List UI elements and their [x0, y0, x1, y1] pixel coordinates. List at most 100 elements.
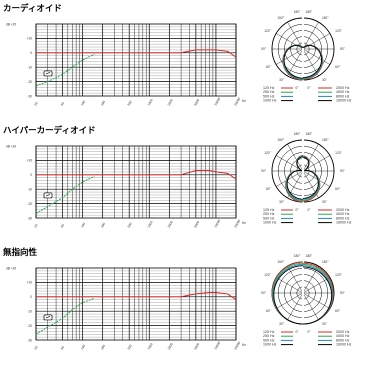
x-tick-label: 500 — [127, 344, 133, 351]
polar-angle-label: 60° — [266, 65, 272, 69]
series-line-1 — [35, 53, 95, 87]
legend-left-label: 1000 Hz — [263, 343, 277, 347]
y-tick-label: -30 — [27, 338, 32, 342]
series-line-0 — [36, 169, 237, 180]
legend-right-label: 4000 Hz — [336, 90, 350, 94]
y-tick-label: dB +20 — [6, 144, 16, 148]
polar-angle-label: 60° — [335, 309, 341, 313]
y-tick-label: dB +20 — [6, 22, 16, 26]
x-tick-label: 100 — [80, 100, 86, 107]
polar-angle-label: 30° — [322, 78, 328, 82]
polar-angle-label: 30° — [279, 78, 285, 82]
x-tick-label: 20000 — [233, 341, 241, 351]
x-tick-label: 2000 — [167, 98, 174, 106]
legend-left-label: 125 Hz — [263, 86, 275, 90]
polar-angle-label: 60° — [335, 187, 341, 191]
x-tick-label: 10000 — [213, 219, 221, 229]
polar-plot: 180° 180° 150° 150° 120° 120° 90° 90° 60° 60° 30° 3… — [261, 132, 351, 225]
x-unit-label: Hz — [242, 221, 246, 225]
polar-pattern-curve — [283, 44, 304, 79]
x-tick-label: 10000 — [213, 341, 221, 351]
polar-angle-label: 150° — [322, 138, 329, 142]
x-tick-label: 100 — [80, 222, 86, 229]
legend-left-label: 500 Hz — [263, 94, 275, 98]
polar-pattern-curve — [286, 156, 304, 200]
y-tick-label: -10 — [27, 188, 32, 192]
polar-angle-label: 30° — [279, 322, 285, 326]
polar-angle-label: 120° — [335, 273, 342, 277]
legend-right-label: 2000 Hz — [336, 330, 350, 334]
graph-frame — [35, 23, 237, 97]
polar-angle-label: 150° — [277, 138, 284, 142]
legend-right-label: 8000 Hz — [336, 338, 350, 342]
x-tick-label: 20000 — [233, 97, 241, 107]
polar-angle-label: 180° — [306, 132, 313, 136]
graph-frame — [35, 267, 237, 341]
section-title: カーディオイド — [3, 3, 62, 14]
polar-angle-label: 180° — [306, 10, 313, 14]
y-tick-label: dB +20 — [6, 266, 16, 270]
y-tick-label: 0 — [30, 51, 32, 55]
polar-angle-label: 120° — [264, 29, 271, 33]
polar-angle-label: 0° — [307, 330, 311, 334]
y-tick-label: +10 — [27, 281, 33, 285]
polar-angle-label: 180° — [294, 254, 301, 258]
series-line-0 — [36, 49, 237, 58]
y-tick-label: -10 — [27, 310, 32, 314]
legend-right-label: 2000 Hz — [336, 208, 350, 212]
x-tick-label: 5000 — [193, 342, 200, 350]
polar-pattern-curve — [273, 265, 304, 325]
polar-angle-label: 150° — [322, 16, 329, 20]
series-line-1 — [35, 175, 95, 215]
polar-angle-label: 120° — [264, 273, 271, 277]
legend-left-label: 500 Hz — [263, 216, 275, 220]
legend-left-label: 1000 Hz — [263, 99, 277, 103]
x-tick-label: 50 — [60, 223, 65, 228]
x-tick-label: 200 — [100, 344, 106, 351]
polar-angle-label: 30° — [322, 200, 328, 204]
x-tick-label: 20000 — [233, 219, 241, 229]
x-tick-label: 100 — [80, 344, 86, 351]
y-tick-label: 0 — [30, 295, 32, 299]
polar-angle-label: 90° — [340, 291, 346, 295]
switch-icon-mark — [45, 72, 51, 75]
polar-angle-label: 0° — [307, 86, 311, 90]
polar-angle-label: 150° — [322, 260, 329, 264]
switch-icon-mark — [45, 316, 51, 319]
x-tick-label: 500 — [127, 222, 133, 229]
polar-angle-label: 120° — [335, 29, 342, 33]
polar-pattern-curve — [302, 44, 323, 79]
x-unit-label: Hz — [242, 99, 246, 103]
polar-angle-label: 120° — [264, 151, 271, 155]
legend-right-label: 8000 Hz — [336, 216, 350, 220]
polar-angle-label: 90° — [261, 291, 267, 295]
x-tick-label: 5000 — [193, 220, 200, 228]
legend-right-label: 2000 Hz — [336, 86, 350, 90]
polar-plot: 180° 180° 150° 150° 120° 120° 90° 90° 60° 60° 30° 3… — [261, 10, 351, 103]
y-tick-label: -10 — [27, 66, 32, 70]
polar-angle-label: 60° — [266, 309, 272, 313]
y-tick-label: -20 — [27, 324, 32, 328]
legend-right-label: 8000 Hz — [336, 94, 350, 98]
legend-right-label: 4000 Hz — [336, 334, 350, 338]
x-tick-label: 50 — [60, 101, 65, 106]
polar-angle-label: 180° — [306, 254, 313, 258]
polar-pattern-curve — [302, 266, 333, 325]
y-tick-label: 0 — [30, 173, 32, 177]
x-tick-label: 20 — [33, 101, 38, 106]
polar-angle-label: 0° — [307, 208, 311, 212]
polar-angle-label: 90° — [340, 169, 346, 173]
legend-left-label: 1000 Hz — [263, 221, 277, 225]
legend-left-label: 250 Hz — [263, 334, 275, 338]
legend-right-label: 16000 Hz — [336, 221, 352, 225]
polar-pattern-curve — [302, 262, 334, 325]
polar-angle-label: 180° — [294, 132, 301, 136]
x-unit-label: Hz — [242, 343, 246, 347]
polar-plot: 180° 180° 150° 150° 120° 120° 90° 90° 60° 60° 30° 3… — [261, 254, 351, 347]
switch-icon-mark — [45, 194, 51, 197]
x-tick-label: 200 — [100, 100, 106, 107]
